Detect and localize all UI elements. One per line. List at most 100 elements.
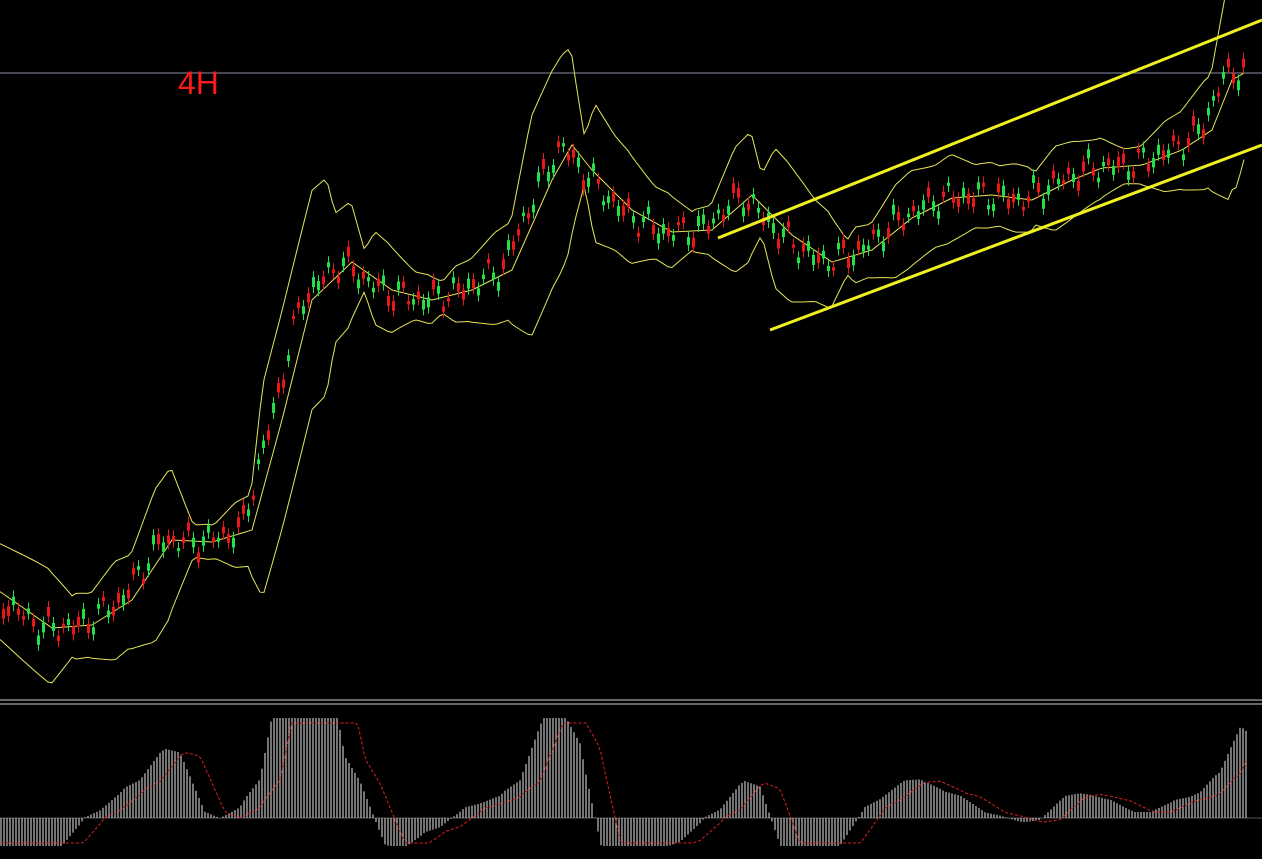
candle-body bbox=[952, 196, 955, 203]
candle-body bbox=[887, 227, 890, 238]
candle-body bbox=[392, 301, 395, 311]
candle-body bbox=[847, 258, 850, 268]
candle-body bbox=[37, 635, 40, 645]
band-line bbox=[0, 0, 1225, 597]
candle-body bbox=[292, 315, 295, 320]
candle-body bbox=[597, 179, 600, 184]
candle-body bbox=[692, 237, 695, 248]
candle-body bbox=[167, 535, 170, 544]
candle-body bbox=[627, 198, 630, 208]
candle-body bbox=[842, 239, 845, 249]
candle-body bbox=[12, 596, 15, 606]
candle-body bbox=[287, 355, 290, 362]
candle-body bbox=[802, 243, 805, 252]
candle-body bbox=[472, 279, 475, 289]
candle-body bbox=[872, 229, 875, 235]
candle-body bbox=[1142, 147, 1145, 153]
candle-body bbox=[607, 196, 610, 203]
candle-body bbox=[222, 526, 225, 534]
candle-body bbox=[572, 149, 575, 158]
candle-body bbox=[127, 589, 130, 599]
candle-body bbox=[732, 183, 735, 194]
candle-body bbox=[547, 171, 550, 182]
candle-body bbox=[1237, 80, 1240, 91]
candle-body bbox=[62, 623, 65, 628]
candle-body bbox=[612, 192, 615, 202]
candle-body bbox=[1227, 58, 1230, 68]
candle-body bbox=[487, 259, 490, 264]
candle-body bbox=[477, 288, 480, 296]
candle-body bbox=[667, 228, 670, 237]
candle-body bbox=[662, 224, 665, 234]
candle-body bbox=[832, 267, 835, 271]
candle-body bbox=[752, 194, 755, 199]
candle-body bbox=[962, 187, 965, 198]
candle-body bbox=[647, 206, 650, 215]
candle-body bbox=[482, 274, 485, 280]
candle-body bbox=[102, 596, 105, 601]
candle-body bbox=[617, 205, 620, 216]
candle-body bbox=[552, 164, 555, 173]
candle-body bbox=[632, 216, 635, 223]
candle-body bbox=[1192, 116, 1195, 126]
candle-body bbox=[992, 204, 995, 212]
candle-body bbox=[1117, 157, 1120, 167]
candle-body bbox=[357, 279, 360, 289]
candle-body bbox=[407, 301, 410, 305]
candle-body bbox=[957, 198, 960, 207]
candle-body bbox=[1217, 92, 1220, 97]
candle-body bbox=[1072, 173, 1075, 183]
candle-body bbox=[657, 233, 660, 244]
candle-body bbox=[1152, 158, 1155, 168]
candle-body bbox=[452, 277, 455, 284]
candle-body bbox=[892, 204, 895, 215]
candle-body bbox=[577, 157, 580, 168]
candle-body bbox=[427, 297, 430, 308]
candle-body bbox=[262, 440, 265, 448]
candle-body bbox=[1052, 170, 1055, 179]
candle-body bbox=[757, 207, 760, 213]
candle-body bbox=[182, 537, 185, 544]
candle-body bbox=[862, 244, 865, 252]
candle-body bbox=[117, 592, 120, 603]
candle-body bbox=[32, 618, 35, 627]
candle-body bbox=[622, 205, 625, 216]
candle-body bbox=[652, 224, 655, 235]
candle-body bbox=[1007, 198, 1010, 209]
candle-body bbox=[722, 214, 725, 222]
candle-body bbox=[322, 276, 325, 285]
candle-body bbox=[382, 275, 385, 285]
candle-body bbox=[137, 566, 140, 570]
candle-body bbox=[707, 225, 710, 234]
candle-body bbox=[922, 200, 925, 210]
candle-body bbox=[1012, 193, 1015, 203]
candle-body bbox=[817, 253, 820, 263]
candle-body bbox=[1107, 158, 1110, 166]
candle-body bbox=[1242, 58, 1245, 68]
candle-body bbox=[827, 265, 830, 271]
candle-body bbox=[837, 242, 840, 250]
candle-body bbox=[532, 204, 535, 213]
candle-body bbox=[317, 281, 320, 291]
candle-body bbox=[502, 259, 505, 270]
candle-body bbox=[942, 191, 945, 198]
candle-body bbox=[497, 281, 500, 291]
candle-body bbox=[777, 238, 780, 249]
candle-body bbox=[877, 229, 880, 237]
candle-body bbox=[312, 277, 315, 288]
candle-body bbox=[1132, 171, 1135, 178]
candle-body bbox=[202, 536, 205, 546]
candle-body bbox=[432, 279, 435, 290]
candle-body bbox=[1077, 181, 1080, 191]
candle-body bbox=[1017, 193, 1020, 200]
candle-body bbox=[1122, 153, 1125, 164]
candle-body bbox=[592, 163, 595, 171]
candle-body bbox=[947, 182, 950, 187]
candle-body bbox=[1162, 150, 1165, 160]
candle-body bbox=[987, 205, 990, 210]
candle-body bbox=[737, 187, 740, 198]
candle-body bbox=[787, 221, 790, 228]
candle-body bbox=[822, 250, 825, 259]
candle-body bbox=[1032, 175, 1035, 183]
candle-body bbox=[712, 218, 715, 224]
